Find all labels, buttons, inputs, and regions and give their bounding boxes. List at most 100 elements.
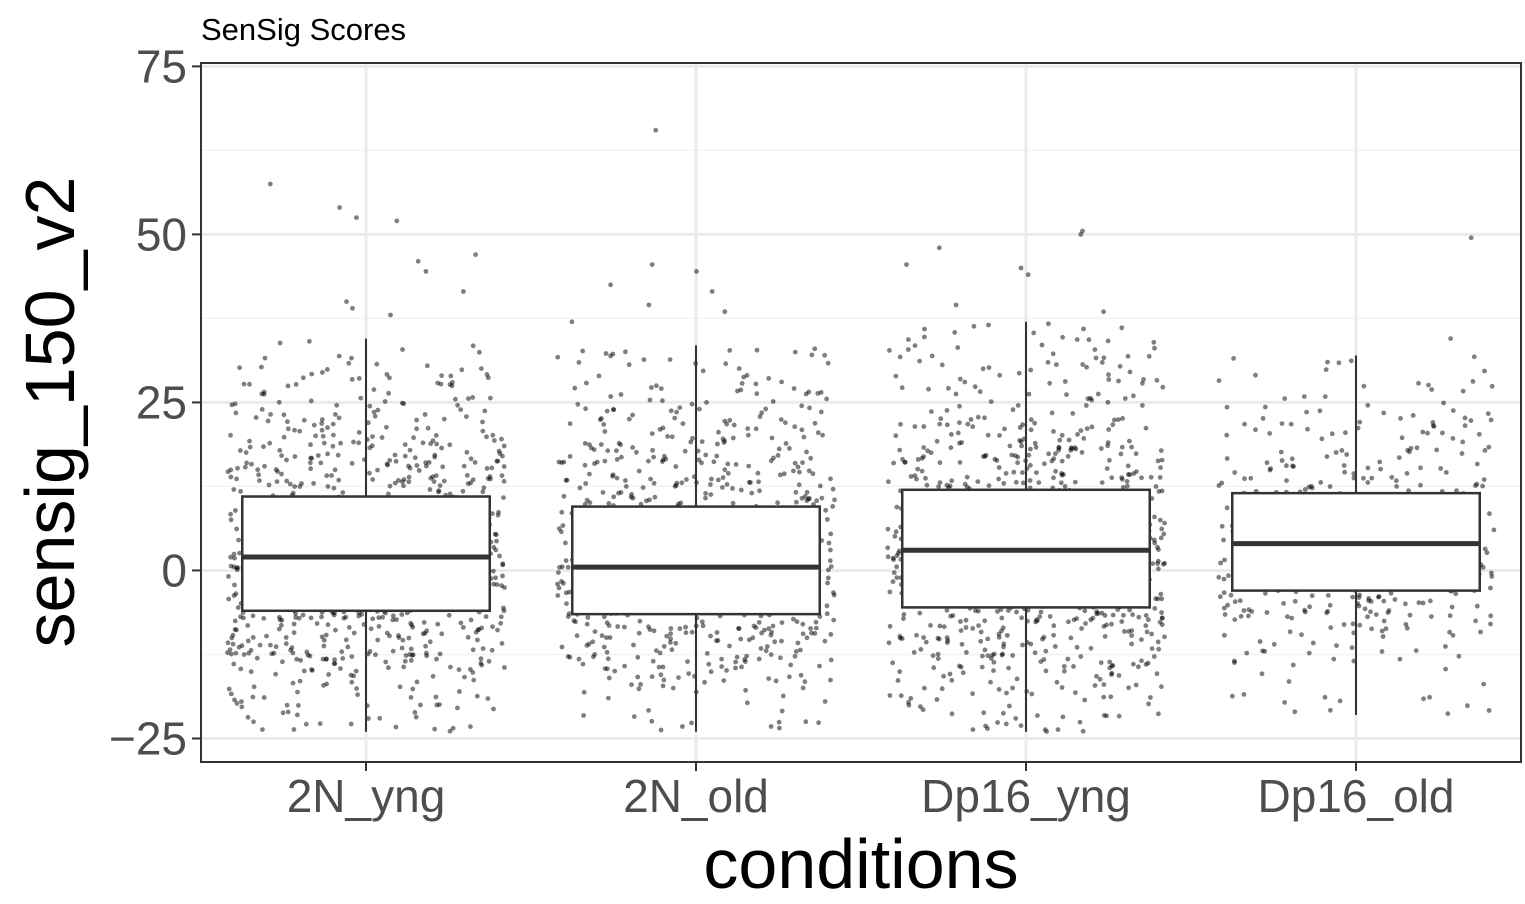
data-point [1098,660,1104,666]
data-point [1143,425,1149,431]
data-point [1004,690,1009,696]
data-point [567,421,573,427]
data-point [703,495,708,501]
data-point [957,440,962,446]
data-point [1121,612,1126,618]
data-point [1366,596,1372,601]
data-point [977,389,983,395]
data-point [1150,561,1155,566]
data-point [402,453,408,459]
data-point [934,697,940,702]
data-point [1388,590,1394,596]
data-point [307,338,312,344]
data-point [232,697,237,703]
data-point [893,529,899,535]
data-point [949,432,954,437]
data-point [267,440,273,446]
data-point [777,472,783,478]
data-point [703,452,709,458]
data-point [314,621,320,626]
data-point [501,608,507,614]
data-point [1151,654,1157,659]
data-point [297,678,303,684]
data-point [674,409,679,415]
data-point [634,449,639,455]
data-point [324,367,330,372]
data-point [781,471,787,477]
data-point [1125,463,1131,469]
data-point [1222,632,1227,638]
data-point [816,720,821,726]
outlier-point [1025,272,1031,278]
data-point [245,714,251,720]
data-point [1032,420,1037,426]
data-point [414,417,419,423]
data-point [768,632,774,638]
data-point [887,589,893,595]
data-point [1482,368,1487,374]
data-point [1086,337,1092,343]
data-point [1065,453,1071,459]
data-point [1429,387,1435,392]
data-point [455,705,460,711]
data-point [812,420,818,426]
data-point [807,405,812,411]
data-point [293,615,299,620]
data-point [325,622,331,628]
data-point [1357,592,1362,598]
data-point [294,656,300,662]
data-point [336,353,342,359]
data-point [646,708,651,713]
data-point [392,480,398,486]
data-point [587,471,592,477]
data-point [733,665,738,671]
data-point [606,623,612,628]
data-point [1308,483,1314,489]
data-point [1302,609,1308,615]
data-point [1365,480,1371,485]
data-point [478,656,484,662]
data-point [557,565,562,570]
data-point [730,486,735,491]
outlier-point [569,319,575,325]
data-point [1381,410,1387,416]
data-point [978,629,984,635]
data-point [1053,451,1058,457]
data-point [776,719,782,725]
data-point [788,662,794,668]
data-point [703,491,708,496]
data-point [346,360,352,366]
data-point [1325,593,1331,598]
data-point [626,362,632,368]
data-point [440,464,446,470]
data-point [1080,362,1086,367]
data-point [795,640,801,646]
data-point [338,440,343,446]
data-point [1131,393,1136,399]
data-point [649,674,655,680]
data-point [683,624,688,630]
data-point [494,582,500,587]
data-point [1158,465,1163,470]
data-point [321,683,326,688]
data-point [1389,474,1395,480]
data-point [749,490,755,496]
data-point [714,630,720,635]
data-point [606,675,612,681]
data-point [480,419,485,425]
data-point [424,653,430,659]
data-point [1310,640,1316,646]
data-point [803,391,809,397]
data-point [1287,629,1293,635]
data-point [1020,480,1026,486]
data-point [1033,619,1039,625]
data-point [996,465,1002,470]
data-point [489,647,495,653]
data-point [228,554,234,560]
data-point [949,711,955,717]
data-point [259,364,264,370]
data-point [812,346,818,352]
data-point [745,432,751,438]
data-point [556,585,562,591]
data-point [349,461,355,466]
